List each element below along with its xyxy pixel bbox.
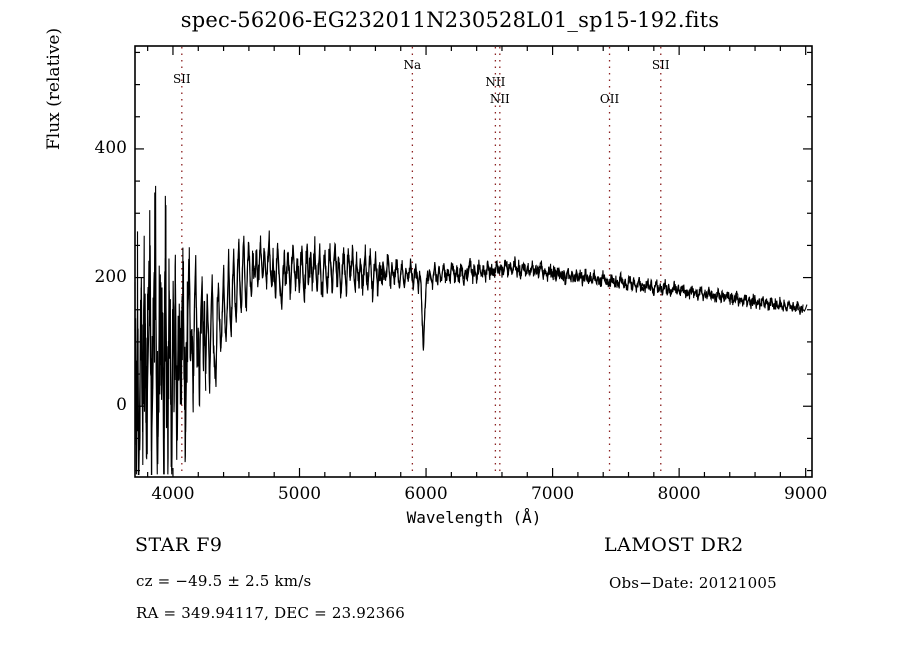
x-tick-5000: 5000 — [277, 484, 322, 504]
spectrum-trace — [134, 185, 808, 475]
x-tick-9000: 9000 — [784, 484, 828, 504]
y-tick-400: 400 — [94, 137, 127, 158]
object-class-label: STAR F9 — [135, 534, 223, 556]
spectral-line-label-sii-5: SII — [651, 58, 670, 72]
plot-frame — [134, 45, 813, 478]
spectral-line-label-sii-0: SII — [172, 72, 191, 86]
spectral-line-label-na-1: Na — [403, 58, 422, 72]
survey-label: LAMOST DR2 — [604, 534, 744, 556]
coordinates-label: RA = 349.94117, DEC = 23.92366 — [136, 604, 406, 622]
x-tick-7000: 7000 — [530, 484, 575, 504]
y-tick-0: 0 — [116, 395, 127, 416]
spectral-line-markers — [181, 47, 662, 476]
x-tick-4000: 4000 — [151, 484, 195, 504]
y-axis-title: Flux (relative) — [44, 27, 64, 150]
page-title: spec-56206-EG232011N230528L01_sp15-192.f… — [180, 8, 720, 32]
spectral-line-label-oii-4: OII — [599, 92, 620, 106]
x-tick-6000: 6000 — [404, 484, 448, 504]
x-axis-title: Wavelength (Å) — [406, 508, 542, 527]
spectral-line-label-nii-2: NII — [485, 75, 506, 89]
x-tick-8000: 8000 — [657, 484, 701, 504]
spectral-line-label-nii-3: NII — [489, 92, 510, 106]
y-tick-200: 200 — [94, 266, 127, 287]
velocity-label: cz = −49.5 ± 2.5 km/s — [136, 572, 312, 590]
obs-date-label: Obs−Date: 20121005 — [609, 574, 777, 592]
